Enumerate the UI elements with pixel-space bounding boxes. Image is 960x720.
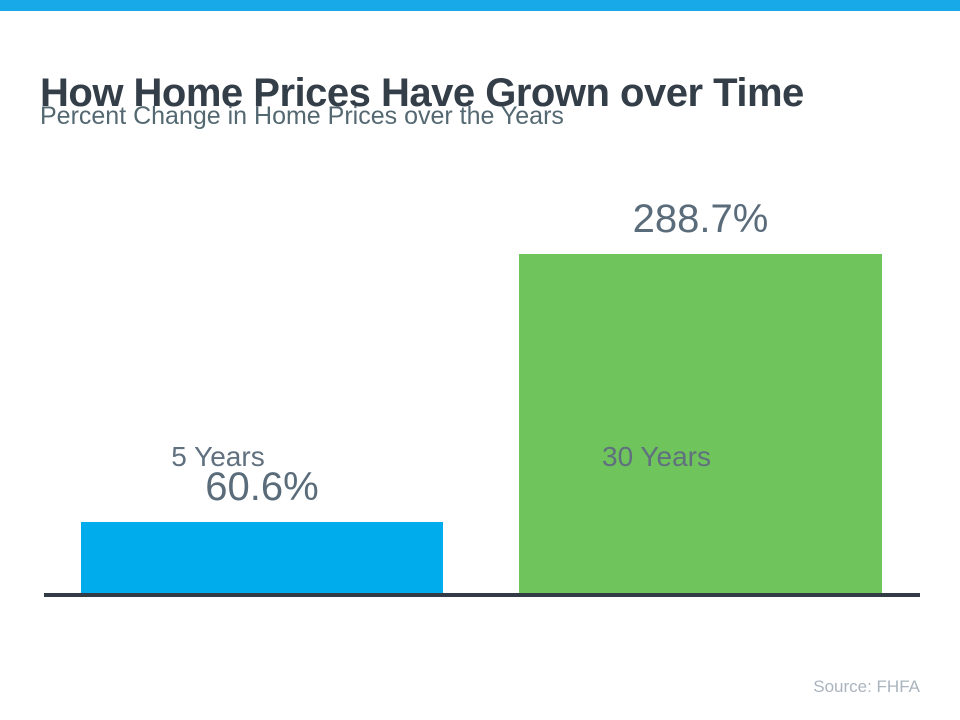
x-axis-label-5-years: 5 Years [171,441,265,472]
source-attribution: Source: FHFA [813,677,920,696]
top-accent-bar [0,0,960,11]
page-subtitle: Percent Change in Home Prices over the Y… [40,102,564,130]
bar-30-years [519,253,882,593]
bar-chart-plot-area: 60.6% 288.7% [44,170,920,597]
page-title: How Home Prices Have Grown over Time [40,70,804,115]
x-axis-label-30-years: 30 Years [602,441,711,472]
bar-group-30-years: 288.7% [519,170,882,593]
value-label-5-years: 60.6% [205,464,319,509]
value-label-30-years: 288.7% [632,196,769,241]
bar-group-5-years: 60.6% [81,170,443,593]
bar-5-years [81,521,443,593]
